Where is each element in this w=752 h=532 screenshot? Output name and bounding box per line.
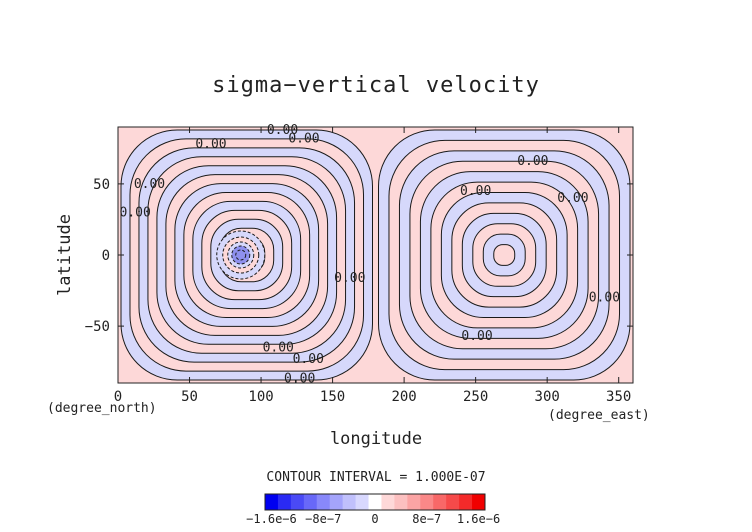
contour-interval-text: CONTOUR INTERVAL = 1.000E-07	[266, 470, 485, 485]
x-unit-label: (degree_east)	[548, 408, 650, 423]
colorbar	[264, 493, 486, 511]
x-tick-label: 50	[181, 389, 198, 405]
contour-layer	[120, 129, 631, 381]
y-axis-ticks: 50 0 −50	[85, 177, 633, 335]
colorbar-swatch	[290, 494, 305, 510]
contour-label: 0.00	[460, 184, 491, 199]
x-axis-ticks: 0 50 100 150 200 250 300 350	[114, 127, 631, 405]
colorbar-labels: −1.6e−6 −8e−7 0 8e−7 1.6e−6	[246, 512, 500, 526]
x-tick-label: 150	[320, 389, 345, 405]
colorbar-tick-label: −8e−7	[305, 512, 341, 526]
colorbar-swatch	[265, 494, 279, 510]
x-tick-label: 100	[248, 389, 273, 405]
y-tick-label: −50	[85, 319, 110, 335]
contour-label: 0.00	[288, 131, 319, 146]
colorbar-swatch	[472, 494, 486, 510]
colorbar-swatch	[277, 494, 292, 510]
colorbar-swatch	[368, 494, 382, 510]
contour-label: 0.00	[293, 352, 324, 367]
colorbar-frame	[264, 493, 486, 511]
contour-label: 0.00	[195, 137, 226, 152]
x-tick-label: 300	[535, 389, 560, 405]
contour-label: 0.00	[134, 177, 165, 192]
colorbar-swatch	[459, 494, 473, 510]
x-tick-label: 250	[463, 389, 488, 405]
colorbar-swatch	[381, 494, 395, 510]
contour-label: 0.00	[589, 291, 620, 306]
colorbar-swatch	[355, 494, 370, 510]
contour-label: 0.00	[263, 340, 294, 355]
contour-label: 0.00	[557, 191, 588, 206]
colorbar-swatch	[342, 494, 357, 510]
x-tick-label: 350	[606, 389, 631, 405]
plot-area: 0.000.00 0.000.000.000.000.000.000.000.00…	[85, 123, 634, 405]
colorbar-swatch	[394, 494, 408, 510]
contour-label: 0.00	[284, 372, 315, 387]
contour-label: 0.00	[517, 154, 548, 169]
y-tick-label: 50	[93, 177, 110, 193]
colorbar-swatch	[407, 494, 421, 510]
colorbar-swatch	[329, 494, 344, 510]
contour-ring	[493, 244, 516, 266]
colorbar-swatch	[316, 494, 331, 510]
y-unit-label: (degree_north)	[47, 401, 157, 416]
colorbar-swatch	[446, 494, 460, 510]
contour-label: 0.00	[461, 329, 492, 344]
colorbar-swatch	[433, 494, 447, 510]
y-axis-label: latitude	[55, 214, 75, 296]
colorbar-tick-label: 1.6e−6	[457, 512, 500, 526]
x-axis-label: longitude	[330, 429, 422, 449]
x-tick-label: 200	[391, 389, 416, 405]
colorbar-swatch	[420, 494, 434, 510]
chart-title: sigma−vertical velocity	[212, 73, 540, 98]
contour-label: 0.00	[334, 271, 365, 286]
colorbar-tick-label: 8e−7	[412, 512, 441, 526]
x-tick-label: 0	[114, 389, 122, 405]
y-tick-label: 0	[102, 248, 110, 264]
contour-label: 0.00	[120, 205, 151, 220]
colorbar-tick-label: 0	[371, 512, 378, 526]
colorbar-swatch	[303, 494, 318, 510]
contour-core-ring	[235, 249, 247, 261]
colorbar-tick-label: −1.6e−6	[246, 512, 297, 526]
